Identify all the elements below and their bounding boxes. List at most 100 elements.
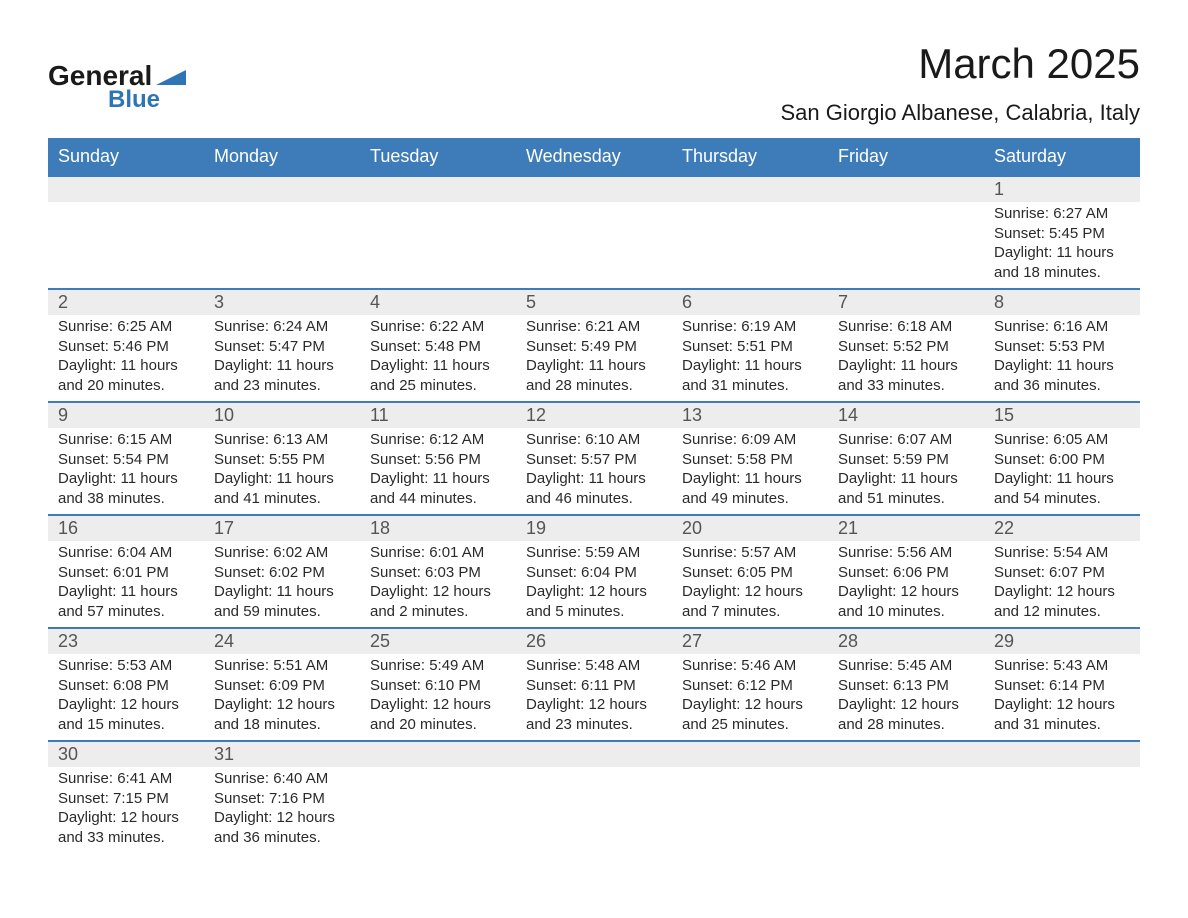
- day-sr: Sunrise: 5:59 AM: [526, 543, 662, 563]
- day-number-cell: 9: [48, 402, 204, 428]
- day-content-cell: [516, 202, 672, 289]
- day-number-cell: 19: [516, 515, 672, 541]
- day-number: [672, 177, 828, 181]
- day-number: 5: [516, 290, 672, 315]
- day-ss: Sunset: 7:15 PM: [58, 789, 194, 809]
- day-number: [360, 742, 516, 746]
- day-number: 24: [204, 629, 360, 654]
- day-content-cell: Sunrise: 5:54 AMSunset: 6:07 PMDaylight:…: [984, 541, 1140, 628]
- day-number-cell: [48, 176, 204, 202]
- day-dl2: and 28 minutes.: [526, 376, 662, 396]
- day-dl2: and 7 minutes.: [682, 602, 818, 622]
- logo: General Blue: [48, 60, 186, 114]
- day-details: [828, 767, 984, 837]
- day-ss: Sunset: 6:14 PM: [994, 676, 1130, 696]
- day-dl2: and 10 minutes.: [838, 602, 974, 622]
- day-number-cell: [672, 176, 828, 202]
- day-dl2: and 20 minutes.: [370, 715, 506, 735]
- day-sr: Sunrise: 6:09 AM: [682, 430, 818, 450]
- day-sr: Sunrise: 6:27 AM: [994, 204, 1130, 224]
- day-content-cell: [984, 767, 1140, 853]
- day-number: 13: [672, 403, 828, 428]
- day-number-row: 2345678: [48, 289, 1140, 315]
- day-number-row: 23242526272829: [48, 628, 1140, 654]
- day-number-cell: 28: [828, 628, 984, 654]
- day-details: Sunrise: 6:15 AMSunset: 5:54 PMDaylight:…: [48, 428, 204, 514]
- day-ss: Sunset: 5:54 PM: [58, 450, 194, 470]
- day-number-cell: 2: [48, 289, 204, 315]
- day-sr: Sunrise: 5:51 AM: [214, 656, 350, 676]
- day-content-cell: Sunrise: 5:49 AMSunset: 6:10 PMDaylight:…: [360, 654, 516, 741]
- day-content-cell: Sunrise: 5:51 AMSunset: 6:09 PMDaylight:…: [204, 654, 360, 741]
- day-dl1: Daylight: 11 hours: [214, 582, 350, 602]
- day-ss: Sunset: 6:00 PM: [994, 450, 1130, 470]
- day-number: 14: [828, 403, 984, 428]
- day-dl2: and 25 minutes.: [682, 715, 818, 735]
- day-content-cell: Sunrise: 6:24 AMSunset: 5:47 PMDaylight:…: [204, 315, 360, 402]
- day-sr: Sunrise: 5:57 AM: [682, 543, 818, 563]
- day-number: [48, 177, 204, 181]
- day-content-cell: [360, 202, 516, 289]
- day-number: 18: [360, 516, 516, 541]
- day-number: [516, 177, 672, 181]
- day-details: Sunrise: 5:57 AMSunset: 6:05 PMDaylight:…: [672, 541, 828, 627]
- day-number: 8: [984, 290, 1140, 315]
- day-content-row: Sunrise: 6:04 AMSunset: 6:01 PMDaylight:…: [48, 541, 1140, 628]
- day-details: Sunrise: 5:45 AMSunset: 6:13 PMDaylight:…: [828, 654, 984, 740]
- month-title: March 2025: [780, 40, 1140, 88]
- day-number-cell: [828, 176, 984, 202]
- day-dl1: Daylight: 12 hours: [682, 695, 818, 715]
- day-number-cell: 23: [48, 628, 204, 654]
- day-sr: Sunrise: 6:22 AM: [370, 317, 506, 337]
- day-number-row: 3031: [48, 741, 1140, 767]
- day-details: Sunrise: 6:27 AMSunset: 5:45 PMDaylight:…: [984, 202, 1140, 288]
- day-content-cell: Sunrise: 5:57 AMSunset: 6:05 PMDaylight:…: [672, 541, 828, 628]
- weekday-header: Saturday: [984, 138, 1140, 176]
- day-number-cell: 21: [828, 515, 984, 541]
- day-details: [48, 202, 204, 272]
- day-dl2: and 2 minutes.: [370, 602, 506, 622]
- day-number: [360, 177, 516, 181]
- day-number: 23: [48, 629, 204, 654]
- day-number-cell: 6: [672, 289, 828, 315]
- day-dl2: and 31 minutes.: [994, 715, 1130, 735]
- day-content-cell: Sunrise: 5:56 AMSunset: 6:06 PMDaylight:…: [828, 541, 984, 628]
- day-ss: Sunset: 6:13 PM: [838, 676, 974, 696]
- day-ss: Sunset: 6:02 PM: [214, 563, 350, 583]
- day-content-cell: Sunrise: 5:45 AMSunset: 6:13 PMDaylight:…: [828, 654, 984, 741]
- day-sr: Sunrise: 6:16 AM: [994, 317, 1130, 337]
- day-ss: Sunset: 5:55 PM: [214, 450, 350, 470]
- day-number-cell: 10: [204, 402, 360, 428]
- day-details: Sunrise: 5:51 AMSunset: 6:09 PMDaylight:…: [204, 654, 360, 740]
- day-details: Sunrise: 6:19 AMSunset: 5:51 PMDaylight:…: [672, 315, 828, 401]
- day-sr: Sunrise: 6:25 AM: [58, 317, 194, 337]
- day-details: [360, 202, 516, 272]
- day-number: 25: [360, 629, 516, 654]
- weekday-header: Wednesday: [516, 138, 672, 176]
- day-content-cell: [516, 767, 672, 853]
- day-sr: Sunrise: 5:48 AM: [526, 656, 662, 676]
- day-number-cell: 13: [672, 402, 828, 428]
- day-number-cell: [204, 176, 360, 202]
- day-dl2: and 23 minutes.: [214, 376, 350, 396]
- day-ss: Sunset: 5:47 PM: [214, 337, 350, 357]
- day-dl2: and 46 minutes.: [526, 489, 662, 509]
- day-ss: Sunset: 5:56 PM: [370, 450, 506, 470]
- day-ss: Sunset: 5:59 PM: [838, 450, 974, 470]
- day-ss: Sunset: 5:58 PM: [682, 450, 818, 470]
- day-content-cell: Sunrise: 5:43 AMSunset: 6:14 PMDaylight:…: [984, 654, 1140, 741]
- day-number-cell: 31: [204, 741, 360, 767]
- day-sr: Sunrise: 6:24 AM: [214, 317, 350, 337]
- day-sr: Sunrise: 6:01 AM: [370, 543, 506, 563]
- day-ss: Sunset: 6:03 PM: [370, 563, 506, 583]
- calendar-table: Sunday Monday Tuesday Wednesday Thursday…: [48, 138, 1140, 853]
- day-ss: Sunset: 6:11 PM: [526, 676, 662, 696]
- day-number: 19: [516, 516, 672, 541]
- day-dl2: and 57 minutes.: [58, 602, 194, 622]
- day-number-cell: 16: [48, 515, 204, 541]
- day-ss: Sunset: 6:04 PM: [526, 563, 662, 583]
- day-number-cell: 7: [828, 289, 984, 315]
- day-sr: Sunrise: 5:54 AM: [994, 543, 1130, 563]
- day-content-row: Sunrise: 6:25 AMSunset: 5:46 PMDaylight:…: [48, 315, 1140, 402]
- day-number: 1: [984, 177, 1140, 202]
